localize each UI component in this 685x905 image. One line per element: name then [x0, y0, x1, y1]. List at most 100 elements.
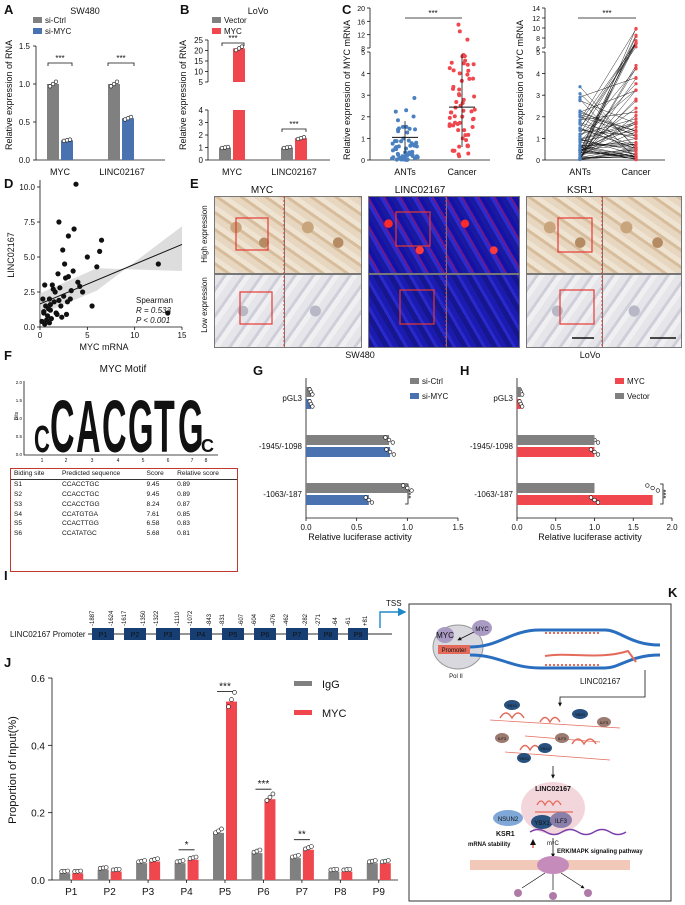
- promoter-segment-label: P7: [293, 632, 302, 639]
- legend-vector: Vector: [224, 16, 247, 25]
- c-sig: ***: [428, 9, 437, 18]
- c2-pair-line: [579, 127, 637, 152]
- e-col: MYC: [251, 185, 273, 196]
- metastatic-cell: [514, 889, 522, 897]
- c-point-cancer: [470, 125, 475, 130]
- f-ytick: 0.5: [16, 434, 23, 439]
- panel-j-letter: J: [4, 655, 11, 670]
- c-point-cancer: [463, 133, 468, 138]
- motif-cell: 0.87: [177, 500, 190, 508]
- c2-point-ants: [578, 114, 582, 118]
- c2-point-ants: [578, 132, 582, 136]
- panel-d-xlabel: MYC mRNA: [80, 342, 129, 352]
- table-row: S6 CCATATGC 5.68 0.81: [11, 529, 237, 539]
- d-point: [59, 314, 65, 320]
- h-legend-swatch-vector: [615, 393, 624, 399]
- c2-pair-line: [579, 83, 637, 142]
- h-legend: Vector: [627, 392, 650, 401]
- b-ytick: 3: [199, 119, 204, 128]
- c-point-ants: [390, 148, 395, 153]
- d-stat: Spearman: [136, 296, 173, 305]
- k-cloud-protein: ILF3: [600, 720, 609, 725]
- d-point: [51, 299, 57, 305]
- k-cloud-protein: ILF3: [498, 736, 507, 741]
- d-point: [155, 261, 161, 267]
- chart-h: 0.0 0.5 1.0 1.5 2.0: [511, 378, 678, 532]
- j-legend: MYC: [322, 708, 347, 720]
- j-point: [142, 858, 147, 863]
- panel-c-letter: C: [342, 2, 352, 17]
- e-micro-ksr1-low-zoom: [602, 274, 682, 348]
- d-point: [97, 248, 103, 254]
- k-cloud-protein: ILF3: [558, 736, 567, 741]
- c2-xtick: Cancer: [621, 167, 650, 177]
- myc-binding-arrow: [457, 631, 475, 641]
- motif-cell: CCACCTGG: [61, 500, 100, 508]
- d-point: [46, 296, 53, 302]
- b-bar: [281, 147, 293, 160]
- ybx1-protein-complex: [531, 815, 553, 829]
- b-ytick: 2: [199, 131, 204, 140]
- c-point-ants: [400, 124, 405, 129]
- c2-ytick: 3: [536, 93, 540, 100]
- motif-cell: 6.58: [146, 520, 160, 528]
- chartH-point: [645, 483, 650, 488]
- legend-swatch-si-ctrl: [33, 17, 42, 23]
- promoter-position: -831: [220, 613, 226, 626]
- c2-pair-line: [579, 43, 637, 135]
- promoter-position: -1350: [141, 610, 147, 626]
- c-point-cancer: [456, 92, 461, 97]
- j-point: [296, 852, 301, 858]
- c-point-ants: [413, 127, 418, 132]
- j-xtick: P8: [334, 887, 347, 898]
- e-micro-linc-low: [368, 274, 448, 348]
- j-bar: [328, 871, 340, 880]
- c2-point-cancer: [634, 136, 638, 140]
- f-ytick: 1.5: [16, 398, 23, 403]
- d-point: [47, 302, 54, 308]
- chartG-bar: [306, 495, 369, 505]
- k-cloud-protein: YBX1: [519, 756, 530, 761]
- c-point-cancer: [462, 128, 467, 133]
- motif-letter: A: [76, 386, 101, 468]
- c-point-ants: [408, 143, 413, 148]
- chartG-point: [369, 500, 375, 505]
- d-xtick: 0: [38, 331, 43, 340]
- motif-letter: C: [201, 436, 214, 456]
- c2-point-cancer: [634, 121, 638, 126]
- c2-point-ants: [578, 95, 582, 99]
- f-pos: 8: [205, 458, 208, 464]
- b-bar-low: [233, 110, 245, 160]
- c-point-cancer: [467, 76, 472, 81]
- c-xtick: Cancer: [447, 167, 476, 177]
- legend-swatch-myc: [212, 28, 221, 34]
- f-pos: 5: [142, 458, 145, 464]
- d-point: [55, 271, 61, 277]
- chartH-xtick: 2.0: [666, 523, 678, 532]
- c-point-cancer: [455, 121, 460, 126]
- c-point-cancer: [453, 105, 458, 110]
- b-ytick: 4: [199, 106, 204, 115]
- b-xtick: MYC: [222, 167, 243, 177]
- motif-cell: S4: [14, 510, 23, 518]
- k-ilf3: ILF3: [555, 819, 568, 825]
- b-ytick: 1: [199, 144, 204, 153]
- promoter-segment-label: P9: [354, 632, 363, 639]
- d-point: [45, 306, 52, 312]
- c2-point-cancer: [634, 134, 638, 138]
- c1-ytick: 2: [361, 115, 365, 122]
- panel-d: D LINC02167 MYC mRNA Spearman R = 0.533 …: [4, 176, 173, 352]
- panel-a-title: SW480: [70, 6, 100, 16]
- a-xtick: LINC02167: [99, 167, 145, 177]
- c2-pair-line: [579, 93, 637, 148]
- ilf3-protein: [597, 717, 611, 727]
- c2-pair-line: [579, 89, 637, 137]
- chartG-bar: [306, 399, 312, 409]
- j-legend: IgG: [322, 679, 340, 691]
- d-ytick: 0.0: [24, 323, 36, 332]
- j-point: [193, 854, 199, 860]
- a-point: [53, 79, 59, 84]
- c-point-cancer: [465, 143, 470, 148]
- promoter-segment: [348, 628, 368, 640]
- e-micro-myc-low: [214, 274, 286, 348]
